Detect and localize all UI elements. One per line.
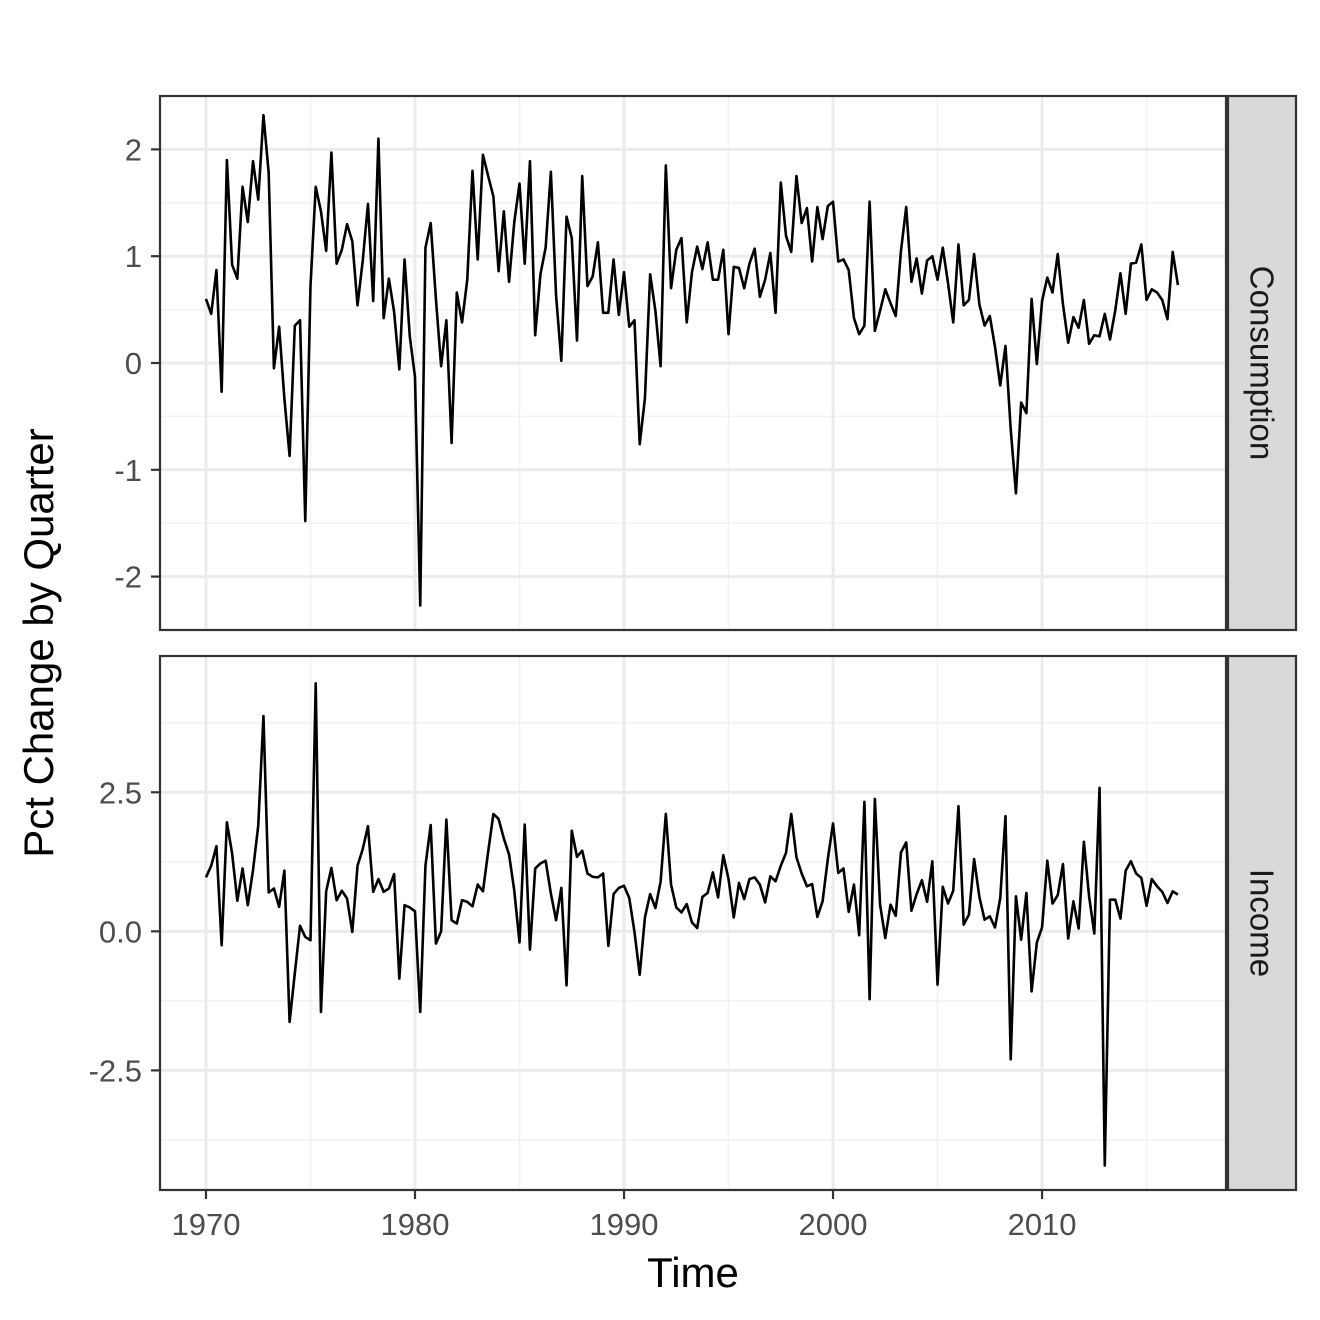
- panel-border: [158, 654, 1228, 1192]
- x-tick-label: 1990: [590, 1207, 659, 1242]
- x-tick-label: 2000: [799, 1207, 868, 1242]
- facet-consumption: -2 -1 0 1 2 Consumption: [114, 94, 1298, 632]
- x-tick-label: 2010: [1008, 1207, 1077, 1242]
- y-tick-label: -2: [114, 560, 142, 595]
- facet-income: -2.5 0.0 2.5 Income: [89, 654, 1298, 1192]
- x-axis: 1970 1980 1990 2000 2010: [171, 1190, 1077, 1242]
- y-tick-label: 1: [125, 239, 142, 274]
- series-line-consumption: [204, 113, 1180, 607]
- y-axis-title: Pct Change by Quarter: [15, 428, 62, 858]
- x-tick-label: 1980: [381, 1207, 450, 1242]
- y-tick-label: -2.5: [89, 1053, 142, 1088]
- x-axis-title: Time: [647, 1249, 739, 1296]
- strip-background: [1226, 654, 1298, 1192]
- series-line-income: [204, 681, 1179, 1167]
- x-tick-label: 1970: [171, 1207, 240, 1242]
- y-tick-label: 0: [125, 346, 142, 381]
- y-tick-label: 0.0: [99, 914, 142, 949]
- strip-label: Consumption: [1244, 266, 1281, 460]
- strip-background: [1226, 94, 1298, 632]
- y-tick-label: 2: [125, 132, 142, 167]
- strip-label: Income: [1244, 869, 1281, 977]
- y-tick-label: 2.5: [99, 775, 142, 810]
- y-tick-label: -1: [114, 453, 142, 488]
